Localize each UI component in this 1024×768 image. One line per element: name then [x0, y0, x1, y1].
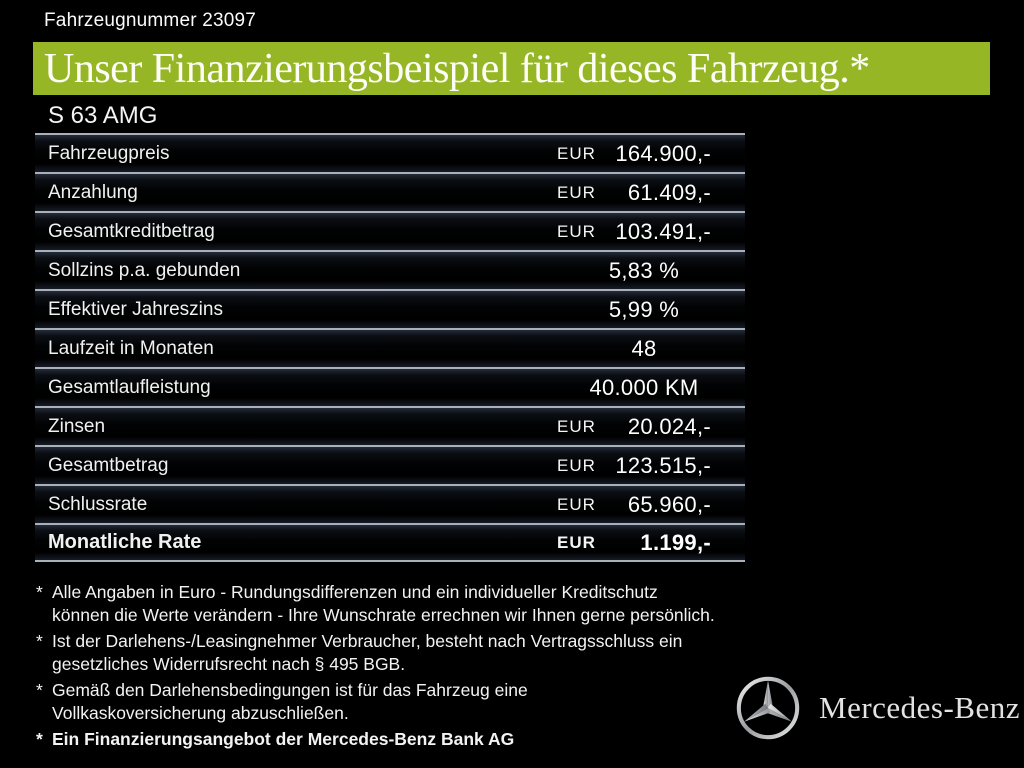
- row-value-cell: EUR 65.960,-: [557, 486, 745, 523]
- row-label: Fahrzeugpreis: [48, 142, 170, 164]
- row-label: Monatliche Rate: [48, 531, 202, 553]
- currency-label: EUR: [557, 182, 596, 202]
- row-label: Laufzeit in Monaten: [48, 337, 214, 359]
- row-value-cell: 48: [557, 330, 745, 367]
- table-row: Fahrzeugpreis EUR 164.900,-: [35, 133, 745, 172]
- row-value: 103.491,-: [615, 218, 711, 244]
- footnote-text: Ist der Darlehens-/Leasingnehmer Verbrau…: [52, 631, 683, 674]
- row-label: Gesamtkreditbetrag: [48, 220, 215, 242]
- row-value-cell: EUR 20.024,-: [557, 408, 745, 445]
- row-value: 164.900,-: [615, 140, 711, 166]
- page-title: Unser Finanzierungsbeispiel für dieses F…: [44, 45, 870, 92]
- row-value-cell: EUR 123.515,-: [557, 447, 745, 484]
- row-value-cell: 40.000 KM: [557, 369, 745, 406]
- row-value: 5,83 %: [608, 257, 680, 283]
- currency-label: EUR: [557, 532, 596, 552]
- table-row: Effektiver Jahreszins 5,99 %: [35, 289, 745, 328]
- row-value-cell: EUR 1.199,-: [557, 525, 745, 560]
- vehicle-model: S 63 AMG: [48, 102, 158, 129]
- currency-label: EUR: [557, 455, 596, 475]
- row-value: 1.199,-: [640, 529, 711, 555]
- row-value-cell: 5,83 %: [557, 252, 745, 289]
- footnote-text: Alle Angaben in Euro - Rundungsdifferenz…: [52, 582, 715, 625]
- row-value: 123.515,-: [615, 452, 711, 478]
- currency-label: EUR: [557, 494, 596, 514]
- vehicle-number: Fahrzeugnummer 23097: [44, 10, 257, 31]
- asterisk-marker: *: [36, 631, 43, 651]
- table-row: Anzahlung EUR 61.409,-: [35, 172, 745, 211]
- asterisk-marker: *: [36, 680, 43, 700]
- currency-label: EUR: [557, 416, 596, 436]
- currency-label: EUR: [557, 143, 596, 163]
- row-value: 20.024,-: [627, 413, 711, 439]
- table-row: Zinsen EUR 20.024,-: [35, 406, 745, 445]
- row-label: Gesamtlaufleistung: [48, 376, 211, 398]
- row-value-cell: 5,99 %: [557, 291, 745, 328]
- table-row: Gesamtkreditbetrag EUR 103.491,-: [35, 211, 745, 250]
- footnote-item: * Alle Angaben in Euro - Rundungsdiffere…: [36, 581, 726, 627]
- footnote-item-financing-offer: * Ein Finanzierungsangebot der Mercedes-…: [36, 728, 726, 751]
- currency-label: EUR: [557, 221, 596, 241]
- row-value: 40.000 KM: [589, 374, 699, 400]
- row-value-cell: EUR 103.491,-: [557, 213, 745, 250]
- table-row: Gesamtbetrag EUR 123.515,-: [35, 445, 745, 484]
- row-value: 61.409,-: [627, 179, 711, 205]
- brand-name: Mercedes-Benz: [819, 690, 1021, 725]
- footnote-text: Gemäß den Darlehensbedingungen ist für d…: [52, 680, 528, 723]
- row-label: Schlussrate: [48, 493, 148, 515]
- asterisk-marker: *: [36, 729, 43, 749]
- row-label: Anzahlung: [48, 181, 138, 203]
- financing-table: Fahrzeugpreis EUR 164.900,- Anzahlung EU…: [35, 133, 745, 562]
- row-label: Gesamtbetrag: [48, 454, 169, 476]
- table-row: Laufzeit in Monaten 48: [35, 328, 745, 367]
- mercedes-star-icon: [733, 673, 803, 743]
- row-value-cell: EUR 164.900,-: [557, 135, 745, 172]
- table-row: Gesamtlaufleistung 40.000 KM: [35, 367, 745, 406]
- asterisk-marker: *: [36, 582, 43, 602]
- table-row-monthly-rate: Monatliche Rate EUR 1.199,-: [35, 523, 745, 562]
- table-row: Schlussrate EUR 65.960,-: [35, 484, 745, 523]
- row-value-cell: EUR 61.409,-: [557, 174, 745, 211]
- row-value: 5,99 %: [608, 296, 680, 322]
- row-label: Zinsen: [48, 415, 106, 437]
- row-label: Effektiver Jahreszins: [48, 298, 223, 320]
- title-banner: Unser Finanzierungsbeispiel für dieses F…: [33, 42, 990, 95]
- row-value: 48: [631, 335, 657, 361]
- footnotes: * Alle Angaben in Euro - Rundungsdiffere…: [36, 581, 726, 754]
- row-value: 65.960,-: [627, 491, 711, 517]
- table-row: Sollzins p.a. gebunden 5,83 %: [35, 250, 745, 289]
- footnote-item: * Ist der Darlehens-/Leasingnehmer Verbr…: [36, 630, 726, 676]
- row-label: Sollzins p.a. gebunden: [48, 259, 241, 281]
- footnote-text: Ein Finanzierungsangebot der Mercedes-Be…: [52, 729, 515, 749]
- brand-logo-block: Mercedes-Benz: [733, 672, 1020, 744]
- footnote-item: * Gemäß den Darlehensbedingungen ist für…: [36, 679, 726, 725]
